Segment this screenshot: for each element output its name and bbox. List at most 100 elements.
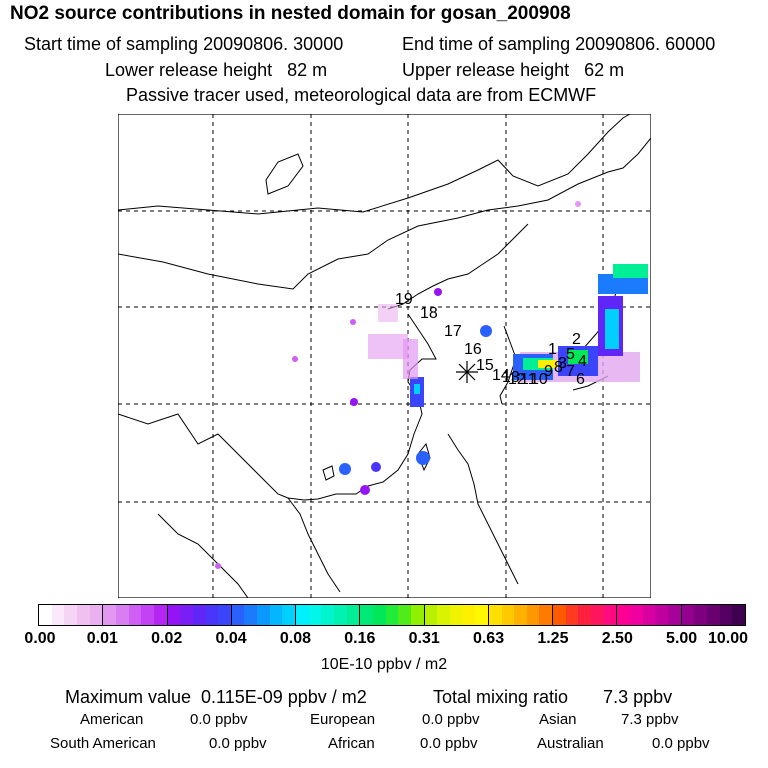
asian-value: 7.3 ppbv xyxy=(621,711,679,728)
colorbar-swatch xyxy=(218,605,231,625)
colorbar-segment xyxy=(39,605,104,625)
colorbar-swatch xyxy=(372,605,386,625)
colorbar-swatch xyxy=(681,605,695,625)
european-value: 0.0 ppbv xyxy=(422,711,480,728)
asian-label: Asian xyxy=(539,711,577,728)
region-label: 14 xyxy=(492,367,510,384)
colorbar-segment xyxy=(488,605,554,625)
colorbar-swatch xyxy=(51,605,65,625)
colorbar-swatch xyxy=(269,605,283,625)
colorbar-swatch xyxy=(141,605,154,625)
region-label: 19 xyxy=(395,291,413,308)
colorbar-swatch xyxy=(449,605,463,625)
colorbar-tick-label: 0.04 xyxy=(215,630,247,647)
colorbar-swatch xyxy=(180,605,193,625)
colorbar-segment xyxy=(553,605,618,625)
colorbar-swatch xyxy=(296,605,309,625)
receptor-star xyxy=(456,361,478,383)
maximum-value: Maximum value 0.115E-09 ppbv / m2 xyxy=(65,687,367,707)
colorbar-swatch xyxy=(424,605,438,625)
colorbar-tick-label: 0.63 xyxy=(472,630,505,647)
colorbar-swatch xyxy=(257,605,270,625)
colorbar-swatch xyxy=(668,605,681,625)
region-label: 17 xyxy=(444,323,462,340)
colorbar-tick-label: 0.01 xyxy=(86,630,118,647)
colorbar-swatch xyxy=(719,605,733,625)
colorbar-swatch xyxy=(76,605,90,625)
colorbar-swatch xyxy=(475,605,488,625)
region-label: 4 xyxy=(578,353,587,370)
colorbar-swatch xyxy=(565,605,579,625)
colorbar-tick-label: 0.02 xyxy=(151,630,183,647)
colorbar-swatch xyxy=(732,605,745,625)
region-label: 6 xyxy=(576,371,585,388)
colorbar xyxy=(38,604,746,626)
colorbar-swatch xyxy=(591,605,604,625)
colorbar-segment xyxy=(296,605,361,625)
colorbar-swatch xyxy=(501,605,515,625)
upper-release-height: Upper release height 62 m xyxy=(402,60,625,80)
region-label: 9 xyxy=(544,363,553,380)
colorbar-swatch xyxy=(192,605,206,625)
end-time: End time of sampling 20090806. 60000 xyxy=(402,34,716,54)
region-label: 10 xyxy=(530,371,548,388)
colorbar-swatch xyxy=(360,605,373,625)
colorbar-swatch xyxy=(346,605,360,625)
colorbar-swatch xyxy=(153,605,167,625)
start-time: Start time of sampling 20090806. 30000 xyxy=(24,34,344,54)
region-label: 1 xyxy=(548,341,557,358)
colorbar-tick-label: 0.00 xyxy=(24,630,56,647)
european-label: European xyxy=(310,711,376,728)
colorbar-swatch xyxy=(617,605,631,625)
colorbar-tick-label: 0.16 xyxy=(344,630,376,647)
colorbar-swatch xyxy=(578,605,592,625)
region-label: 16 xyxy=(464,341,482,358)
colorbar-segment xyxy=(424,605,489,625)
colorbar-tick-label: 10.00 xyxy=(707,630,749,647)
colorbar-swatch xyxy=(642,605,656,625)
colorbar-swatch xyxy=(630,605,643,625)
colorbar-tick-label: 2.50 xyxy=(601,630,633,647)
colorbar-swatch xyxy=(694,605,707,625)
colorbar-swatch xyxy=(514,605,527,625)
colorbar-swatch xyxy=(385,605,399,625)
colorbar-swatch xyxy=(39,605,52,625)
total-mixing-ratio: Total mixing ratio 7.3 ppbv xyxy=(433,687,673,707)
colorbar-swatch xyxy=(655,605,669,625)
american-label: American xyxy=(80,711,144,728)
colorbar-swatch xyxy=(308,605,322,625)
region-label: 5 xyxy=(566,346,575,363)
colorbar-swatch xyxy=(103,605,116,625)
concentration-plumes xyxy=(215,201,648,569)
region-label: 12 xyxy=(508,371,526,388)
colorbar-swatch xyxy=(89,605,103,625)
colorbar-swatch xyxy=(334,605,347,625)
region-label: 15 xyxy=(476,357,494,374)
colorbar-segment xyxy=(231,605,297,625)
colorbar-swatch xyxy=(488,605,502,625)
colorbar-segment xyxy=(617,605,682,625)
australian-label: Australian xyxy=(537,735,604,752)
colorbar-swatch xyxy=(128,605,142,625)
colorbar-swatch xyxy=(167,605,181,625)
region-label: 13 xyxy=(502,369,520,386)
colorbar-unit: 10E-10 ppbv / m2 xyxy=(320,656,448,673)
region-label: 11 xyxy=(520,371,537,388)
colorbar-swatch xyxy=(706,605,720,625)
colorbar-swatch xyxy=(603,605,617,625)
colorbar-swatch xyxy=(205,605,219,625)
colorbar-segment xyxy=(360,605,425,625)
colorbar-swatch xyxy=(231,605,245,625)
african-value: 0.0 ppbv xyxy=(420,735,478,752)
colorbar-segment xyxy=(103,605,168,625)
colorbar-swatch xyxy=(398,605,411,625)
contribution-map: 1 2 3 4 5 6 7 8 9 10 11 12 13 14 15 16 1… xyxy=(118,114,651,598)
colorbar-tick-label: 5.00 xyxy=(666,630,698,647)
colorbar-segment xyxy=(681,605,745,625)
colorbar-swatch xyxy=(462,605,476,625)
colorbar-swatch xyxy=(553,605,566,625)
colorbar-tick-label: 0.08 xyxy=(279,630,312,647)
colorbar-swatch xyxy=(539,605,553,625)
tracer-note: Passive tracer used, meteorological data… xyxy=(126,85,597,105)
colorbar-swatch xyxy=(244,605,258,625)
